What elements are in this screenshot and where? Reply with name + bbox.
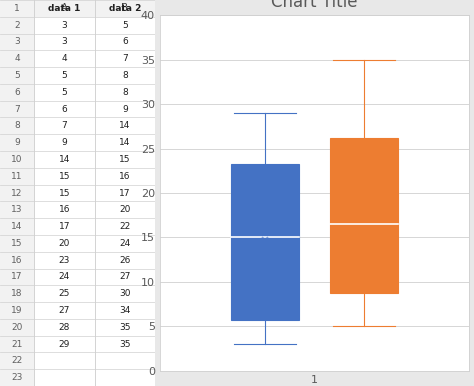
Text: 4: 4 [62,54,67,63]
Text: data 2: data 2 [109,4,141,13]
Text: 25: 25 [59,289,70,298]
Text: 9: 9 [122,105,128,113]
Text: 20: 20 [11,323,23,332]
Text: 15: 15 [59,188,70,198]
Text: 5: 5 [122,21,128,30]
Text: 7: 7 [122,54,128,63]
Text: 22: 22 [119,222,130,231]
Text: 4: 4 [14,54,20,63]
Text: 3: 3 [62,21,67,30]
Text: 15: 15 [11,239,23,248]
Text: 2: 2 [14,21,20,30]
Text: 6: 6 [62,105,67,113]
Title: Chart Title: Chart Title [271,0,358,11]
Text: 27: 27 [119,273,130,281]
Text: 15: 15 [59,172,70,181]
Text: 35: 35 [119,323,130,332]
Text: 35: 35 [119,340,130,349]
Text: 24: 24 [59,273,70,281]
Text: 5: 5 [14,71,20,80]
Text: 16: 16 [119,172,130,181]
Text: 17: 17 [59,222,70,231]
Text: 3: 3 [14,37,20,46]
Text: 23: 23 [11,373,23,382]
Text: 17: 17 [11,273,23,281]
Text: 14: 14 [11,222,23,231]
Text: 7: 7 [62,121,67,130]
Text: 19: 19 [11,306,23,315]
Text: 15: 15 [119,155,130,164]
Text: 20: 20 [119,205,130,214]
Text: 28: 28 [59,323,70,332]
Text: 14: 14 [59,155,70,164]
Bar [0,0,34,386]
Text: 9: 9 [14,138,20,147]
Text: 6: 6 [122,37,128,46]
Text: 29: 29 [59,340,70,349]
Text: 27: 27 [59,306,70,315]
Text: 30: 30 [119,289,130,298]
Bar [0,0,155,17]
Text: B: B [121,3,128,14]
Text: 11: 11 [11,172,23,181]
Text: 5: 5 [62,71,67,80]
Text: 8: 8 [122,88,128,97]
Text: 8: 8 [14,121,20,130]
Text: 1: 1 [14,4,20,13]
Text: 6: 6 [14,88,20,97]
Text: 14: 14 [119,138,130,147]
Text: 12: 12 [11,188,23,198]
Text: 18: 18 [11,289,23,298]
Text: 13: 13 [11,205,23,214]
Text: 20: 20 [59,239,70,248]
Bar [330,137,398,293]
Text: 17: 17 [119,188,130,198]
Text: 34: 34 [119,306,130,315]
Text: A: A [61,3,68,14]
Text: 21: 21 [11,340,23,349]
Text: 5: 5 [62,88,67,97]
Text: 16: 16 [59,205,70,214]
Text: 7: 7 [14,105,20,113]
Text: 24: 24 [119,239,130,248]
Text: 23: 23 [59,256,70,265]
Text: 14: 14 [119,121,130,130]
Text: data 1: data 1 [48,4,81,13]
Text: 10: 10 [11,155,23,164]
Text: 26: 26 [119,256,130,265]
Bar [231,164,299,320]
Text: 9: 9 [62,138,67,147]
Text: 3: 3 [62,37,67,46]
Text: 16: 16 [11,256,23,265]
Text: 22: 22 [11,356,23,365]
Text: 8: 8 [122,71,128,80]
